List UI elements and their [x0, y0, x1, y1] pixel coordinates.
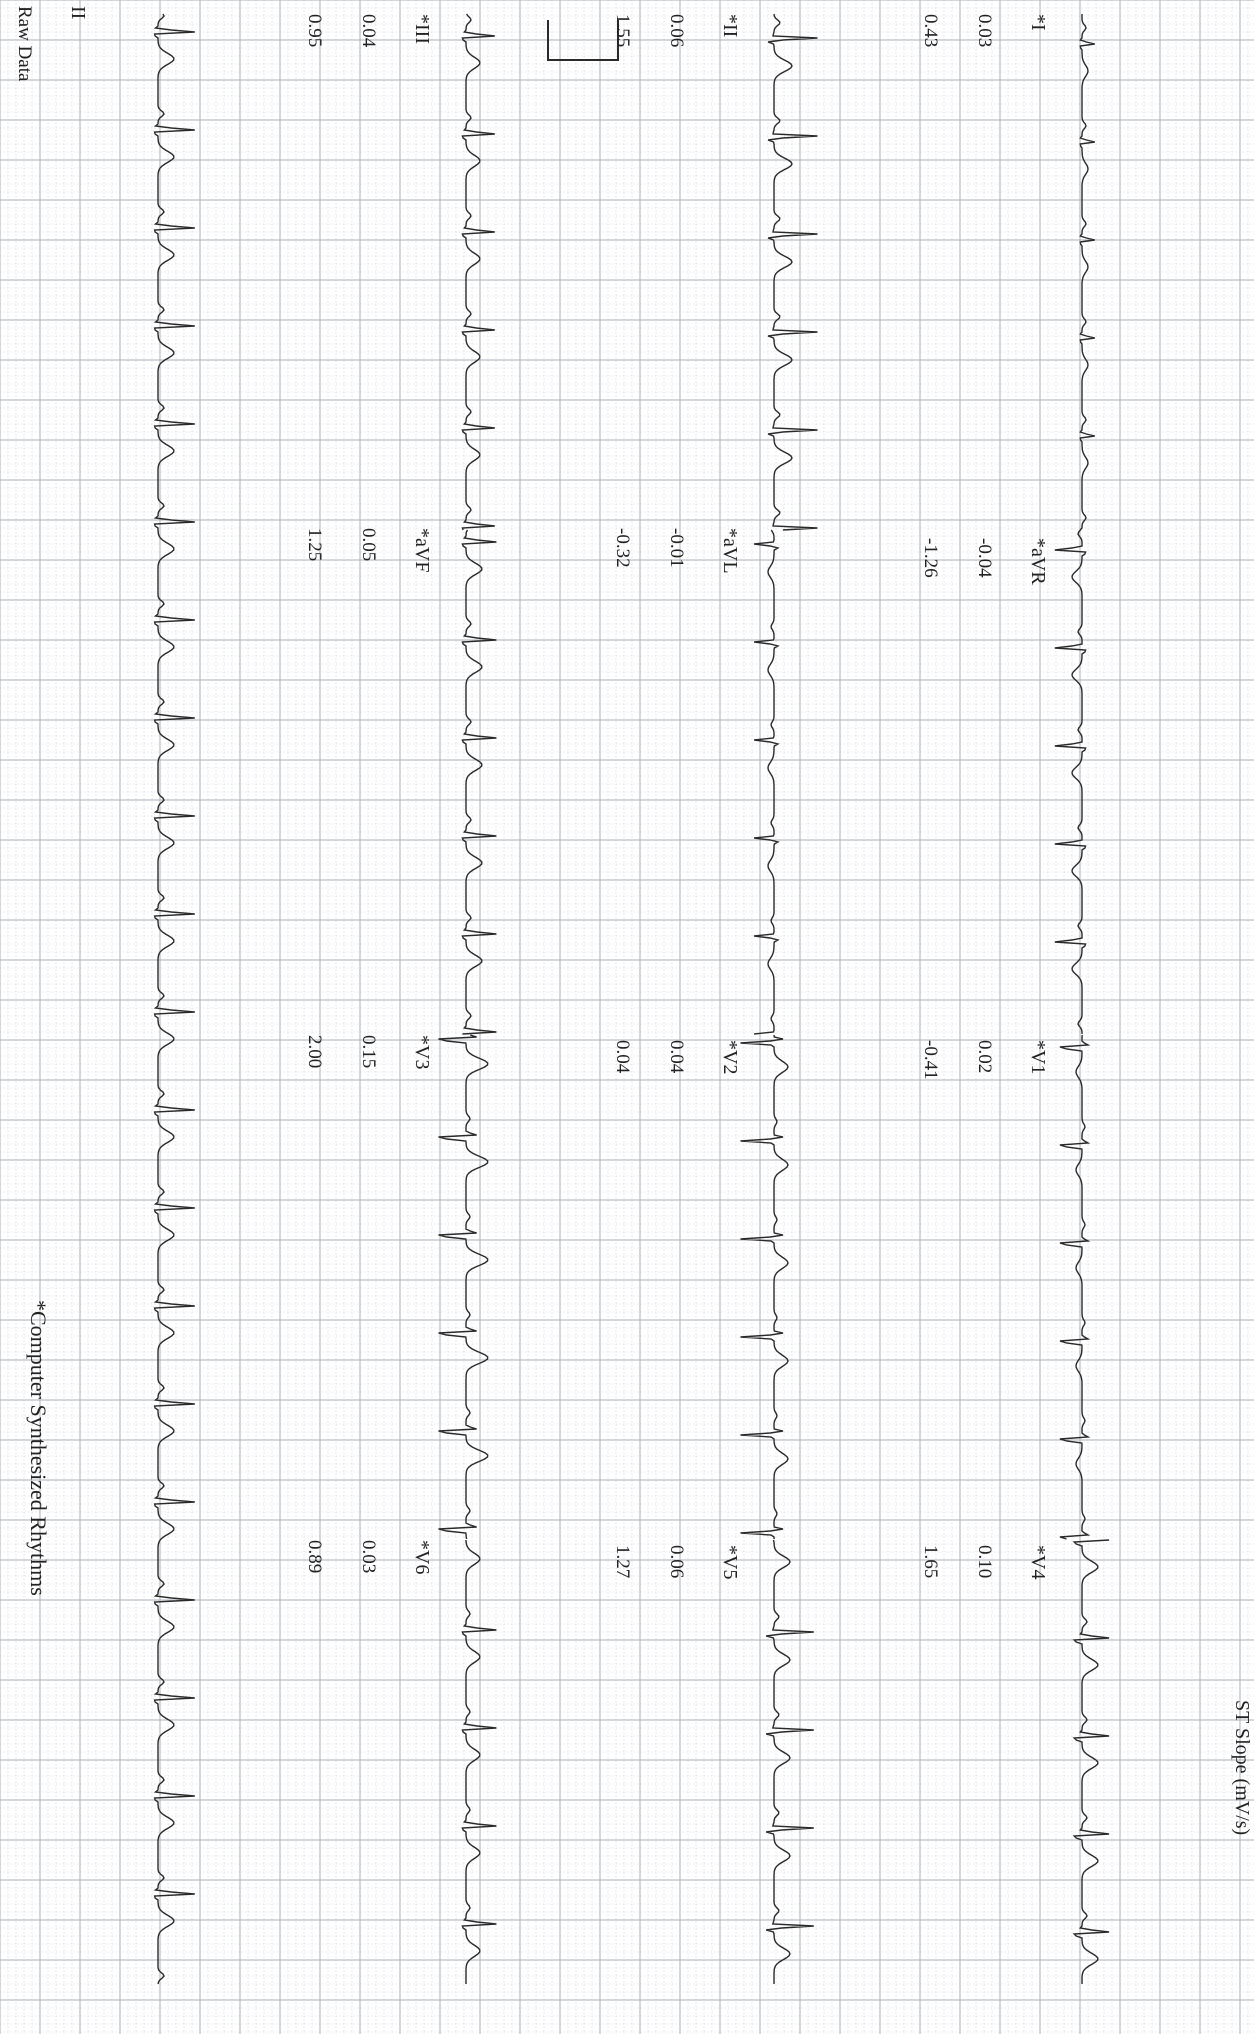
- trace-lead-v5: [765, 1539, 814, 1984]
- lead-label-iii: *III 0.04 0.95: [304, 14, 434, 48]
- trace-lead-v3: [438, 1034, 489, 1540]
- trace-rhythm-ii: [153, 13, 195, 1985]
- trace-lead-avr: [1054, 529, 1087, 1034]
- lead-label-v3: *V3 0.15 2.00: [304, 1035, 434, 1070]
- lead-label-i: *I 0.03 0.43: [920, 14, 1050, 48]
- trace-lead-v4: [1072, 1539, 1110, 1984]
- lead-label-v6: *V6 0.03 0.89: [304, 1540, 434, 1575]
- trace-lead-avl: [754, 529, 780, 1035]
- trace-lead-i: [1079, 14, 1095, 531]
- trace-lead-ii: [767, 13, 818, 531]
- lead-label-v4: *V4 0.10 1.65: [920, 1545, 1050, 1580]
- lead-label-v5: *V5 0.06 1.27: [612, 1545, 742, 1580]
- ecg-traces: [153, 13, 1110, 1985]
- computer-synthesized-note: *Computer Synthesized Rhythms: [26, 1300, 51, 1596]
- trace-lead-iii: [461, 13, 495, 531]
- lead-label-avf: *aVF 0.05 1.25: [304, 528, 434, 573]
- trace-lead-v2: [740, 1034, 789, 1540]
- lead-label-avl: *aVL -0.01 -0.32: [612, 528, 742, 574]
- trace-lead-avf: [461, 529, 497, 1035]
- trace-lead-v1: [1059, 1034, 1091, 1540]
- lead-label-ii: *II 0.06 1.55: [612, 14, 742, 48]
- rhythm-strip-label: II Raw Data: [13, 6, 90, 82]
- lead-label-v2: *V2 0.04 0.04: [612, 1040, 742, 1075]
- lead-label-avr: *aVR -0.04 -1.26: [920, 538, 1050, 585]
- calibration-pulse: [547, 20, 619, 61]
- st-slope-header: ST Slope (mV/s): [1231, 1700, 1253, 1836]
- trace-lead-v6: [461, 1539, 497, 1984]
- lead-label-v1: *V1 0.02 -0.41: [920, 1040, 1050, 1080]
